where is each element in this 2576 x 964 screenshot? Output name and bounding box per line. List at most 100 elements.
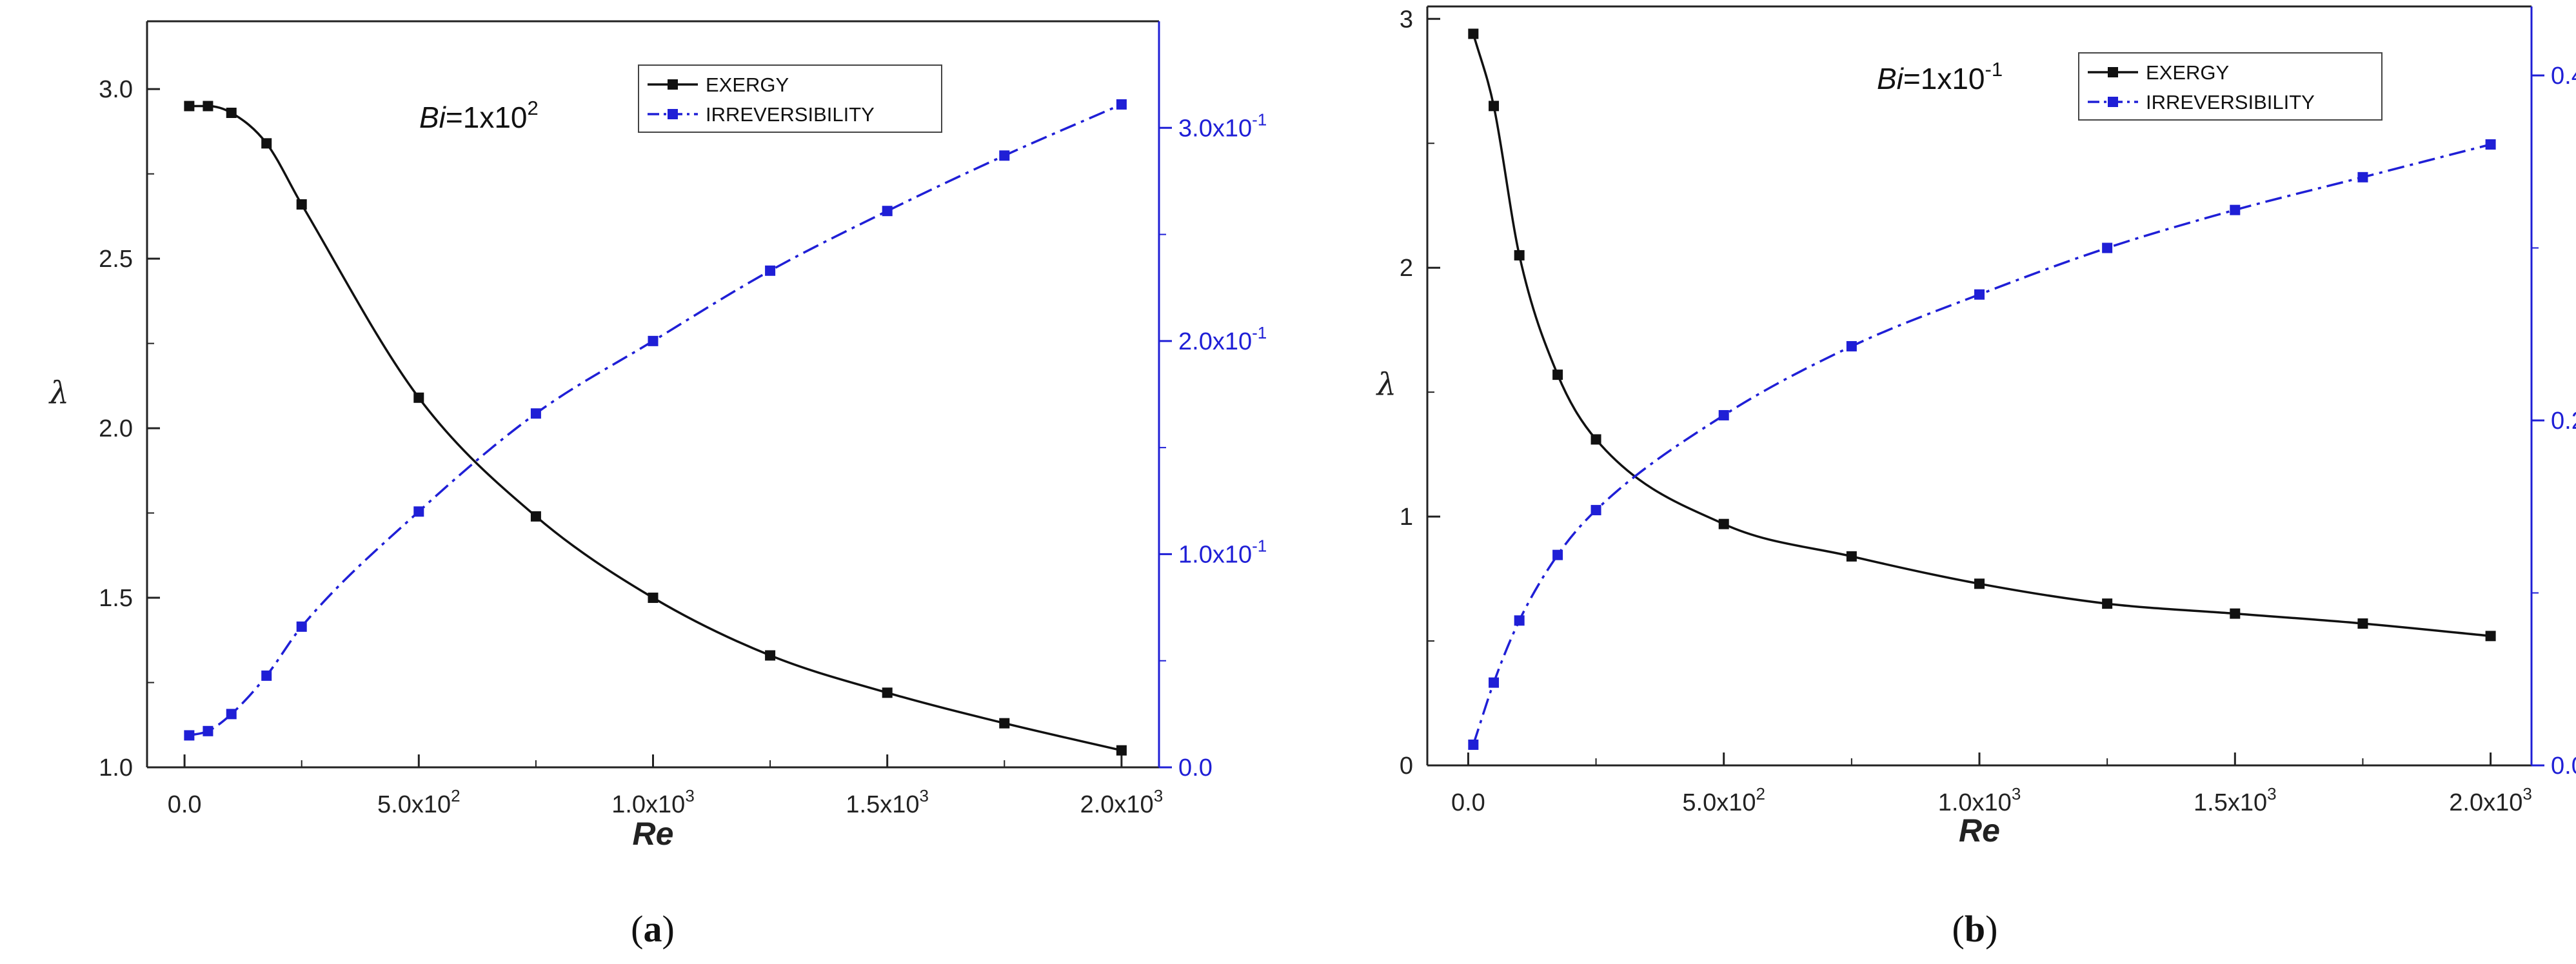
data-point-exergy	[1489, 101, 1500, 112]
data-point-exergy	[413, 392, 424, 403]
chart-panel-a: 0.0 5.0x102 1.0x103 1.5x103 2.0x103 1.0 1.5 2.0…	[48, 20, 1267, 950]
data-point-irreversibility	[296, 621, 307, 632]
x-axis-title: Re	[1959, 812, 2000, 849]
y-tick-label: 1.5	[99, 585, 133, 612]
data-point-exergy	[648, 593, 659, 604]
legend-label-exergy: EXERGY	[706, 74, 789, 96]
data-point-irreversibility	[413, 506, 424, 517]
data-point-irreversibility	[648, 335, 659, 346]
x-axis-title: Re	[633, 816, 674, 852]
data-point-exergy	[2230, 608, 2241, 619]
data-point-irreversibility	[2230, 204, 2241, 215]
y-tick-label: 2.0	[99, 415, 133, 442]
y-tick-label: 1.0	[99, 754, 133, 782]
y2-tick-label: 0.4	[2551, 63, 2576, 90]
data-point-irreversibility	[530, 408, 541, 419]
x-tick-label: 1.0x103	[611, 786, 695, 818]
legend-marker-irreversibility	[668, 109, 678, 119]
data-point-exergy	[1718, 518, 1729, 529]
y2-tick-label: 2.0x10-1	[1178, 323, 1267, 355]
x-tick-label: 5.0x102	[1682, 784, 1765, 816]
data-point-irreversibility	[1974, 289, 1985, 300]
y-tick-label: 3.0	[99, 76, 133, 103]
data-point-irreversibility	[203, 725, 213, 736]
data-point-irreversibility	[2357, 172, 2368, 182]
y2-tick-label: 0.0	[1178, 754, 1213, 782]
x-tick-label: 1.0x103	[1938, 784, 2021, 816]
y-tick-label: 1	[1400, 504, 1413, 531]
x-tick-label: 2.0x103	[2449, 784, 2532, 816]
x-tick-label: 0.0	[1451, 789, 1485, 816]
data-point-exergy	[1468, 28, 1479, 39]
data-point-exergy	[2102, 598, 2113, 609]
data-point-exergy	[999, 718, 1010, 729]
data-point-exergy	[261, 138, 272, 149]
data-point-irreversibility	[1514, 615, 1525, 626]
y-axis-title: λ	[1376, 367, 1396, 403]
data-point-exergy	[1552, 369, 1563, 380]
chart-panel-b: 0.0 5.0x102 1.0x103 1.5x103 2.0x103 0 1 2 3 0.0 0.…	[1376, 5, 2576, 950]
data-point-exergy	[226, 107, 237, 118]
legend-marker-exergy	[668, 79, 678, 90]
y-tick-label: 2.5	[99, 246, 133, 273]
data-point-exergy	[530, 511, 541, 522]
data-point-exergy	[2485, 631, 2496, 642]
legend-box	[638, 64, 942, 133]
legend-label-irreversibility: IRREVERSIBILITY	[706, 103, 875, 126]
data-point-irreversibility	[261, 670, 272, 681]
data-point-exergy	[1514, 250, 1525, 261]
bi-annotation: Bi=1x102	[419, 97, 539, 134]
legend-box	[2078, 52, 2383, 121]
data-point-exergy	[184, 101, 195, 112]
legend-label-irreversibility: IRREVERSIBILITY	[2146, 91, 2315, 113]
y-axis-title: λ	[48, 375, 69, 411]
data-point-irreversibility	[1468, 739, 1479, 750]
data-point-exergy	[2357, 618, 2368, 629]
x-tick-label: 0.0	[168, 791, 202, 818]
data-point-exergy	[296, 199, 307, 210]
data-point-irreversibility	[1116, 99, 1127, 110]
data-point-exergy	[882, 687, 893, 698]
data-point-irreversibility	[1846, 340, 1857, 351]
legend: EXERGY IRREVERSIBILITY	[638, 64, 942, 133]
series-line-irreversibility	[1472, 143, 2492, 745]
data-point-irreversibility	[1718, 409, 1729, 420]
x-tick-label: 1.5x103	[846, 786, 929, 818]
y2-tick-label: 3.0x10-1	[1178, 110, 1267, 142]
data-point-irreversibility	[1489, 677, 1500, 688]
data-point-irreversibility	[999, 150, 1010, 161]
x-tick-label: 5.0x102	[377, 786, 461, 818]
data-point-exergy	[1974, 578, 1985, 589]
data-point-exergy	[1116, 745, 1127, 756]
x-tick-label: 2.0x103	[1080, 786, 1164, 818]
data-point-irreversibility	[2485, 139, 2496, 150]
series-line-exergy	[1472, 33, 2491, 638]
bi-annotation: Bi=1x10-1	[1877, 58, 2003, 95]
data-point-irreversibility	[184, 730, 195, 741]
legend-label-exergy: EXERGY	[2146, 61, 2229, 84]
data-point-irreversibility	[226, 709, 237, 720]
legend-marker-irreversibility	[2108, 97, 2118, 107]
panel-label: (b)	[1952, 908, 1998, 950]
data-point-exergy	[765, 650, 776, 661]
y2-tick-label: 0.0	[2551, 753, 2576, 780]
y-tick-label: 2	[1400, 255, 1413, 282]
series-line-exergy	[189, 104, 1122, 752]
y2-tick-label: 0.2	[2551, 408, 2576, 435]
data-point-exergy	[203, 101, 213, 112]
data-point-irreversibility	[882, 206, 893, 217]
data-point-irreversibility	[765, 265, 776, 276]
panel-label: (a)	[631, 908, 675, 950]
y-tick-label: 3	[1400, 6, 1413, 33]
data-point-irreversibility	[2102, 242, 2113, 253]
series-line-irreversibility	[189, 103, 1122, 737]
data-point-irreversibility	[1590, 505, 1601, 516]
data-point-irreversibility	[1552, 549, 1563, 560]
x-tick-label: 1.5x103	[2194, 784, 2277, 816]
legend: EXERGY IRREVERSIBILITY	[2078, 52, 2383, 121]
legend-marker-exergy	[2108, 67, 2118, 77]
data-point-exergy	[1590, 434, 1601, 445]
y2-tick-label: 1.0x10-1	[1178, 536, 1267, 568]
data-point-exergy	[1846, 551, 1857, 562]
